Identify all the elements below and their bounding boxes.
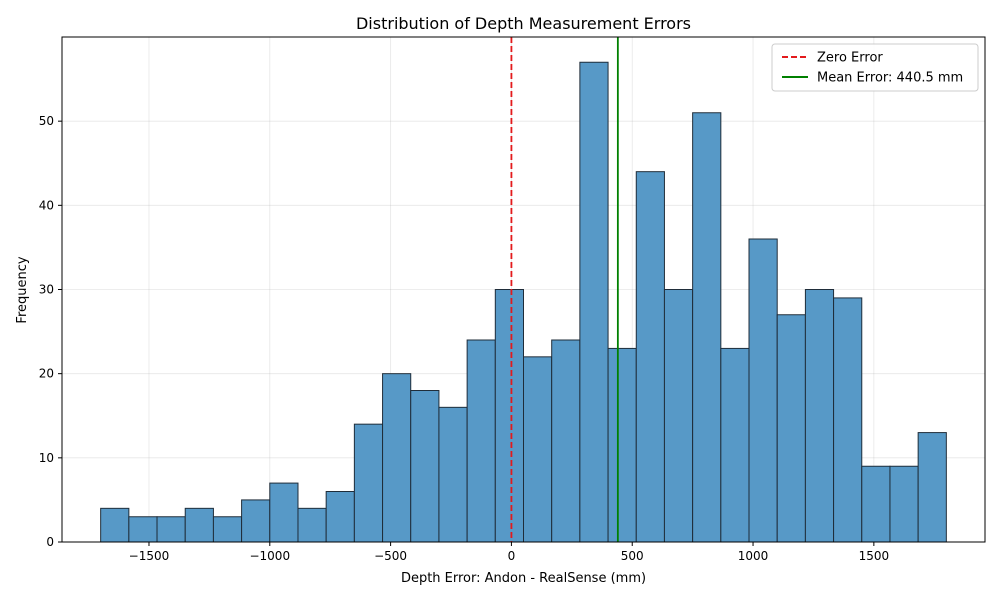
histogram-bar: [212, 516, 243, 543]
histogram-bar: [523, 356, 553, 543]
histogram-bar: [128, 516, 158, 543]
x-axis-title: Depth Error: Andon - RealSense (mm): [401, 571, 646, 586]
histogram-bar: [297, 507, 327, 543]
x-tick-label: −500: [374, 549, 407, 563]
histogram-bar: [438, 406, 468, 543]
histogram-bar: [551, 339, 581, 543]
reference-lines: [510, 37, 619, 542]
histogram-bars: [100, 61, 947, 543]
histogram-bar: [692, 112, 722, 543]
histogram-bar: [494, 289, 524, 543]
histogram-bar: [325, 491, 355, 543]
histogram-bar: [184, 507, 214, 543]
histogram-bar: [382, 373, 412, 543]
y-tick-label: 40: [39, 198, 54, 212]
histogram-bar: [579, 61, 609, 543]
y-tick-label: 30: [39, 283, 54, 297]
y-tick-label: 10: [39, 451, 54, 465]
y-axis-title: Frequency: [15, 256, 30, 323]
histogram-bar: [607, 347, 637, 543]
histogram-bar: [269, 482, 299, 543]
histogram-bar: [466, 339, 496, 543]
legend: Zero Error Mean Error: 440.5 mm: [771, 43, 979, 92]
legend-label-mean-error: Mean Error: 440.5 mm: [817, 71, 963, 86]
x-axis-ticks: −1500 −1000 −500 0 500 1000 1500: [129, 542, 889, 563]
x-tick-label: −1000: [249, 549, 290, 563]
histogram-bar: [776, 314, 806, 543]
x-tick-label: 0: [508, 549, 516, 563]
y-axis-ticks: 0 10 20 30 40 50: [39, 114, 62, 549]
chart-title: Distribution of Depth Measurement Errors: [356, 14, 691, 33]
histogram-bar: [410, 390, 440, 543]
histogram-bar: [100, 507, 130, 543]
histogram-bar: [889, 465, 919, 543]
x-tick-label: −1500: [129, 549, 170, 563]
histogram-bar: [663, 289, 694, 543]
legend-label-zero-error: Zero Error: [817, 51, 883, 66]
histogram-bar: [748, 238, 778, 543]
y-tick-label: 0: [46, 535, 54, 549]
histogram-bar: [353, 423, 384, 543]
histogram-bar: [156, 516, 186, 543]
x-tick-label: 1000: [738, 549, 769, 563]
histogram-bar: [635, 171, 665, 543]
histogram-bar: [804, 289, 835, 543]
histogram-bar: [917, 432, 947, 543]
histogram-bar: [861, 465, 891, 543]
histogram-bar: [241, 499, 271, 543]
histogram-bar: [720, 347, 750, 543]
legend-box: [771, 43, 979, 92]
x-tick-label: 500: [621, 549, 644, 563]
histogram-bar: [833, 297, 863, 543]
x-tick-label: 1500: [859, 549, 890, 563]
y-tick-label: 50: [39, 114, 54, 128]
y-tick-label: 20: [39, 367, 54, 381]
